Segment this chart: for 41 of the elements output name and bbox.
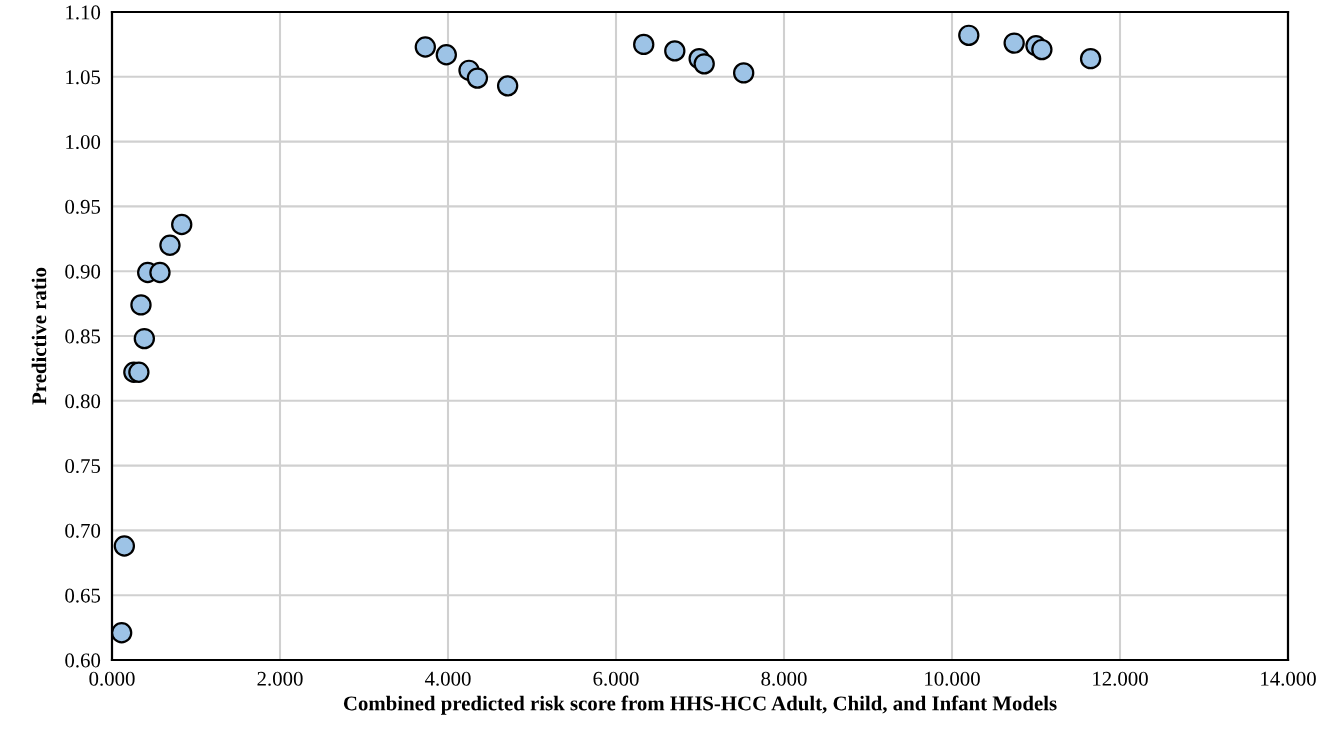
point [133,327,156,350]
y-tick-label: 0.90 [65,264,101,279]
point [496,75,519,97]
point [130,294,152,316]
x-tick-label: 14.000 [1261,671,1316,686]
point [633,33,655,56]
y-tick-label: 1.05 [66,70,101,85]
point [466,67,489,89]
y-tick-label: 0.80 [65,394,101,409]
point [110,622,133,644]
point [159,234,181,256]
point [1031,38,1053,61]
point [958,24,980,47]
y-tick-label: 0.65 [65,588,101,603]
y-tick-label: 0.75 [65,458,101,474]
point [1003,32,1025,54]
point [733,62,755,84]
x-tick-label: 10.000 [925,671,980,686]
point [113,535,136,557]
x-axis-title: Combined predicted risk score from HHS-HCC Adult, Child, and Infant Models [343,695,1057,715]
x-tick-label: 4.000 [424,671,471,686]
y-tick-label: 0.85 [65,329,101,344]
y-axis-title: Predictive ratio [31,267,47,405]
x-tick-label: 2.000 [257,671,303,686]
point [664,40,686,62]
x-tick-label: 8.000 [761,671,807,686]
point [414,36,436,58]
x-tick-label: 0.000 [89,671,135,686]
y-tick-label: 1.10 [66,5,101,20]
point [435,44,457,66]
y-tick-label: 0.60 [65,653,101,668]
x-tick-label: 6.000 [593,671,639,686]
point [128,361,150,383]
y-tick-label: 1.00 [66,134,101,150]
point [149,261,171,284]
y-tick-label: 0.70 [65,523,101,538]
y-tick-label: 0.95 [65,199,101,214]
point [693,53,715,75]
point [171,213,193,236]
point [1079,47,1102,70]
x-tick-label: 12.000 [1093,671,1148,686]
